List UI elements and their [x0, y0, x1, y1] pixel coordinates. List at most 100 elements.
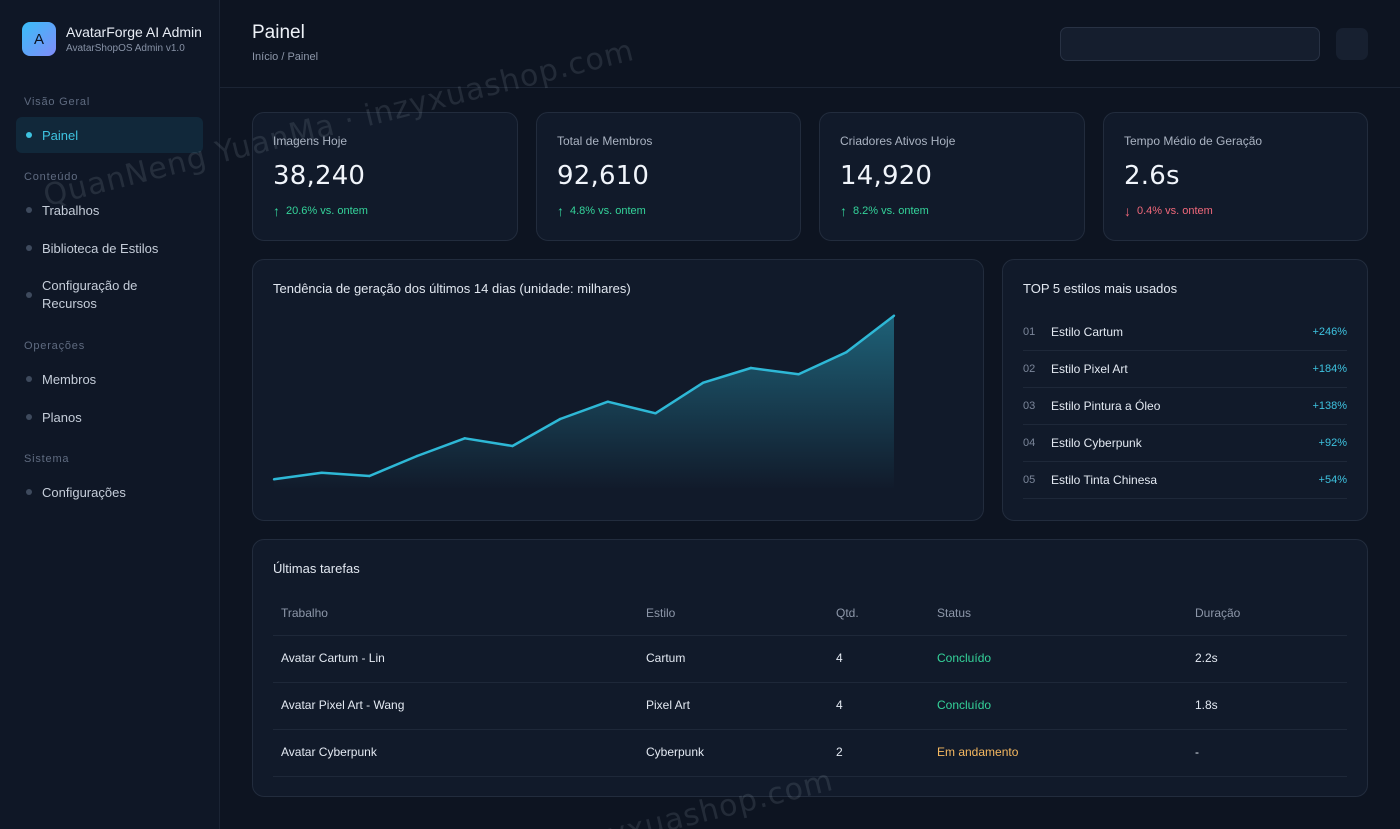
top-style-row[interactable]: 01 Estilo Cartum +246% — [1023, 314, 1347, 351]
sidebar-item-resource-config[interactable]: Configuração de Recursos — [16, 273, 166, 317]
sidebar-item-label: Configurações — [42, 484, 126, 500]
column-header-qty[interactable]: Qtd. — [836, 606, 859, 620]
cell-duration: - — [1195, 745, 1199, 759]
stat-label: Imagens Hoje — [273, 134, 348, 148]
data-point — [272, 478, 276, 481]
stat-delta-text: 4.8% vs. ontem — [570, 205, 646, 217]
stat-card-images-today: Imagens Hoje 38,240 ↑ 20.6% vs. ontem — [252, 112, 518, 241]
column-header-status[interactable]: Status — [937, 606, 972, 620]
sidebar-item-label: Configuração de Recursos — [42, 278, 138, 311]
rank: 04 — [1023, 437, 1036, 449]
trend-points — [272, 314, 896, 481]
stat-delta: ↓ 0.4% vs. ontem — [1124, 203, 1213, 219]
style-name: Estilo Tinta Chinesa — [1051, 473, 1158, 487]
growth-percent: +184% — [1312, 363, 1347, 375]
top-style-row[interactable]: 03 Estilo Pintura a Óleo +138% — [1023, 388, 1347, 425]
trend-line — [273, 314, 895, 481]
sidebar-item-label: Painel — [42, 127, 79, 143]
stat-value: 92,610 — [557, 161, 650, 191]
top-style-row[interactable]: 02 Estilo Pixel Art +184% — [1023, 351, 1347, 388]
top-header: Painel Início / Painel — [220, 0, 1400, 88]
arrow-up-icon: ↑ — [557, 203, 564, 219]
cell-style: Cyberpunk — [646, 745, 705, 759]
nav-section-content: Conteúdo — [24, 171, 79, 183]
cell-qty: 4 — [836, 698, 843, 712]
bullet-icon — [26, 245, 32, 251]
row-divider — [273, 682, 1347, 683]
stat-card-avg-generation-time: Tempo Médio de Geração 2.6s ↓ 0.4% vs. o… — [1103, 112, 1368, 241]
top-styles-title: TOP 5 estilos mais usados — [1023, 281, 1178, 296]
style-name: Estilo Pixel Art — [1051, 362, 1128, 376]
nav-section-overview: Visão Geral — [24, 96, 91, 108]
data-point — [654, 412, 657, 415]
growth-percent: +54% — [1318, 474, 1347, 486]
arrow-up-icon: ↑ — [273, 203, 280, 219]
column-header-job[interactable]: Trabalho — [281, 606, 328, 620]
top-style-row[interactable]: 05 Estilo Tinta Chinesa +54% — [1023, 462, 1347, 499]
rank: 05 — [1023, 474, 1036, 486]
sidebar-item-plans[interactable]: Planos — [16, 399, 203, 435]
stat-delta: ↑ 8.2% vs. ontem — [840, 203, 929, 219]
sidebar-item-style-library[interactable]: Biblioteca de Estilos — [16, 230, 203, 266]
status-badge: Concluído — [937, 698, 992, 712]
cell-duration: 1.8s — [1195, 698, 1218, 712]
data-point — [845, 351, 848, 354]
cell-qty: 2 — [836, 745, 843, 759]
brand-subtitle: AvatarShopOS Admin v1.0 — [66, 42, 185, 54]
stat-card-total-members: Total de Membros 92,610 ↑ 4.8% vs. ontem — [536, 112, 801, 241]
status-badge: Concluído — [937, 651, 992, 665]
sidebar-item-label: Trabalhos — [42, 202, 100, 218]
breadcrumb[interactable]: Início / Painel — [252, 51, 319, 63]
growth-percent: +92% — [1318, 437, 1347, 449]
arrow-down-icon: ↓ — [1124, 203, 1131, 219]
sidebar: A AvatarForge AI Admin AvatarShopOS Admi… — [0, 0, 220, 829]
top-styles-card: TOP 5 estilos mais usados 01 Estilo Cart… — [1002, 259, 1368, 521]
data-point — [558, 417, 562, 421]
stat-label: Tempo Médio de Geração — [1124, 134, 1263, 148]
stat-delta: ↑ 4.8% vs. ontem — [557, 203, 646, 219]
data-point — [749, 366, 753, 370]
brand[interactable]: A AvatarForge AI Admin AvatarShopOS Admi… — [22, 22, 202, 56]
stat-value: 14,920 — [840, 161, 933, 191]
stat-delta-text: 8.2% vs. ontem — [853, 205, 929, 217]
page-title: Painel — [252, 22, 305, 43]
style-name: Estilo Cyberpunk — [1051, 436, 1142, 450]
column-header-style[interactable]: Estilo — [646, 606, 676, 620]
search-input[interactable] — [1060, 27, 1320, 61]
chart-title: Tendência de geração dos últimos 14 dias… — [273, 281, 631, 296]
data-point — [415, 454, 419, 458]
arrow-up-icon: ↑ — [840, 203, 847, 219]
sidebar-item-dashboard[interactable]: Painel — [16, 117, 203, 153]
cell-style: Cartum — [646, 651, 686, 665]
rank: 02 — [1023, 363, 1036, 375]
bullet-icon — [26, 489, 32, 495]
cell-job: Avatar Cyberpunk — [281, 745, 377, 759]
sidebar-item-jobs[interactable]: Trabalhos — [16, 192, 203, 228]
data-point — [368, 474, 371, 478]
top-style-row[interactable]: 04 Estilo Cyberpunk +92% — [1023, 425, 1347, 462]
data-point — [320, 471, 323, 474]
nav-section-operations: Operações — [24, 340, 86, 352]
tasks-title: Últimas tarefas — [273, 561, 360, 576]
header-divider — [273, 635, 1347, 636]
cell-job: Avatar Pixel Art - Wang — [281, 698, 405, 712]
stat-label: Total de Membros — [557, 134, 653, 148]
sidebar-item-label: Membros — [42, 371, 97, 387]
sidebar-item-members[interactable]: Membros — [16, 361, 203, 397]
trend-area — [274, 315, 894, 490]
growth-percent: +138% — [1312, 400, 1347, 412]
status-badge: Em andamento — [937, 745, 1019, 759]
data-point — [797, 373, 800, 376]
rank: 03 — [1023, 400, 1036, 412]
data-point — [511, 444, 514, 448]
cell-duration: 2.2s — [1195, 651, 1218, 665]
stat-delta-text: 20.6% vs. ontem — [286, 205, 368, 217]
trend-chart — [272, 314, 896, 490]
column-header-duration[interactable]: Duração — [1195, 606, 1241, 620]
stat-delta-text: 0.4% vs. ontem — [1137, 205, 1213, 217]
active-dot-icon — [26, 132, 32, 138]
sidebar-item-settings[interactable]: Configurações — [16, 474, 203, 510]
trend-chart-card: Tendência de geração dos últimos 14 dias… — [252, 259, 984, 521]
header-action-button[interactable] — [1336, 28, 1368, 60]
latest-tasks-card: Últimas tarefas Trabalho Estilo Qtd. Sta… — [252, 539, 1368, 797]
